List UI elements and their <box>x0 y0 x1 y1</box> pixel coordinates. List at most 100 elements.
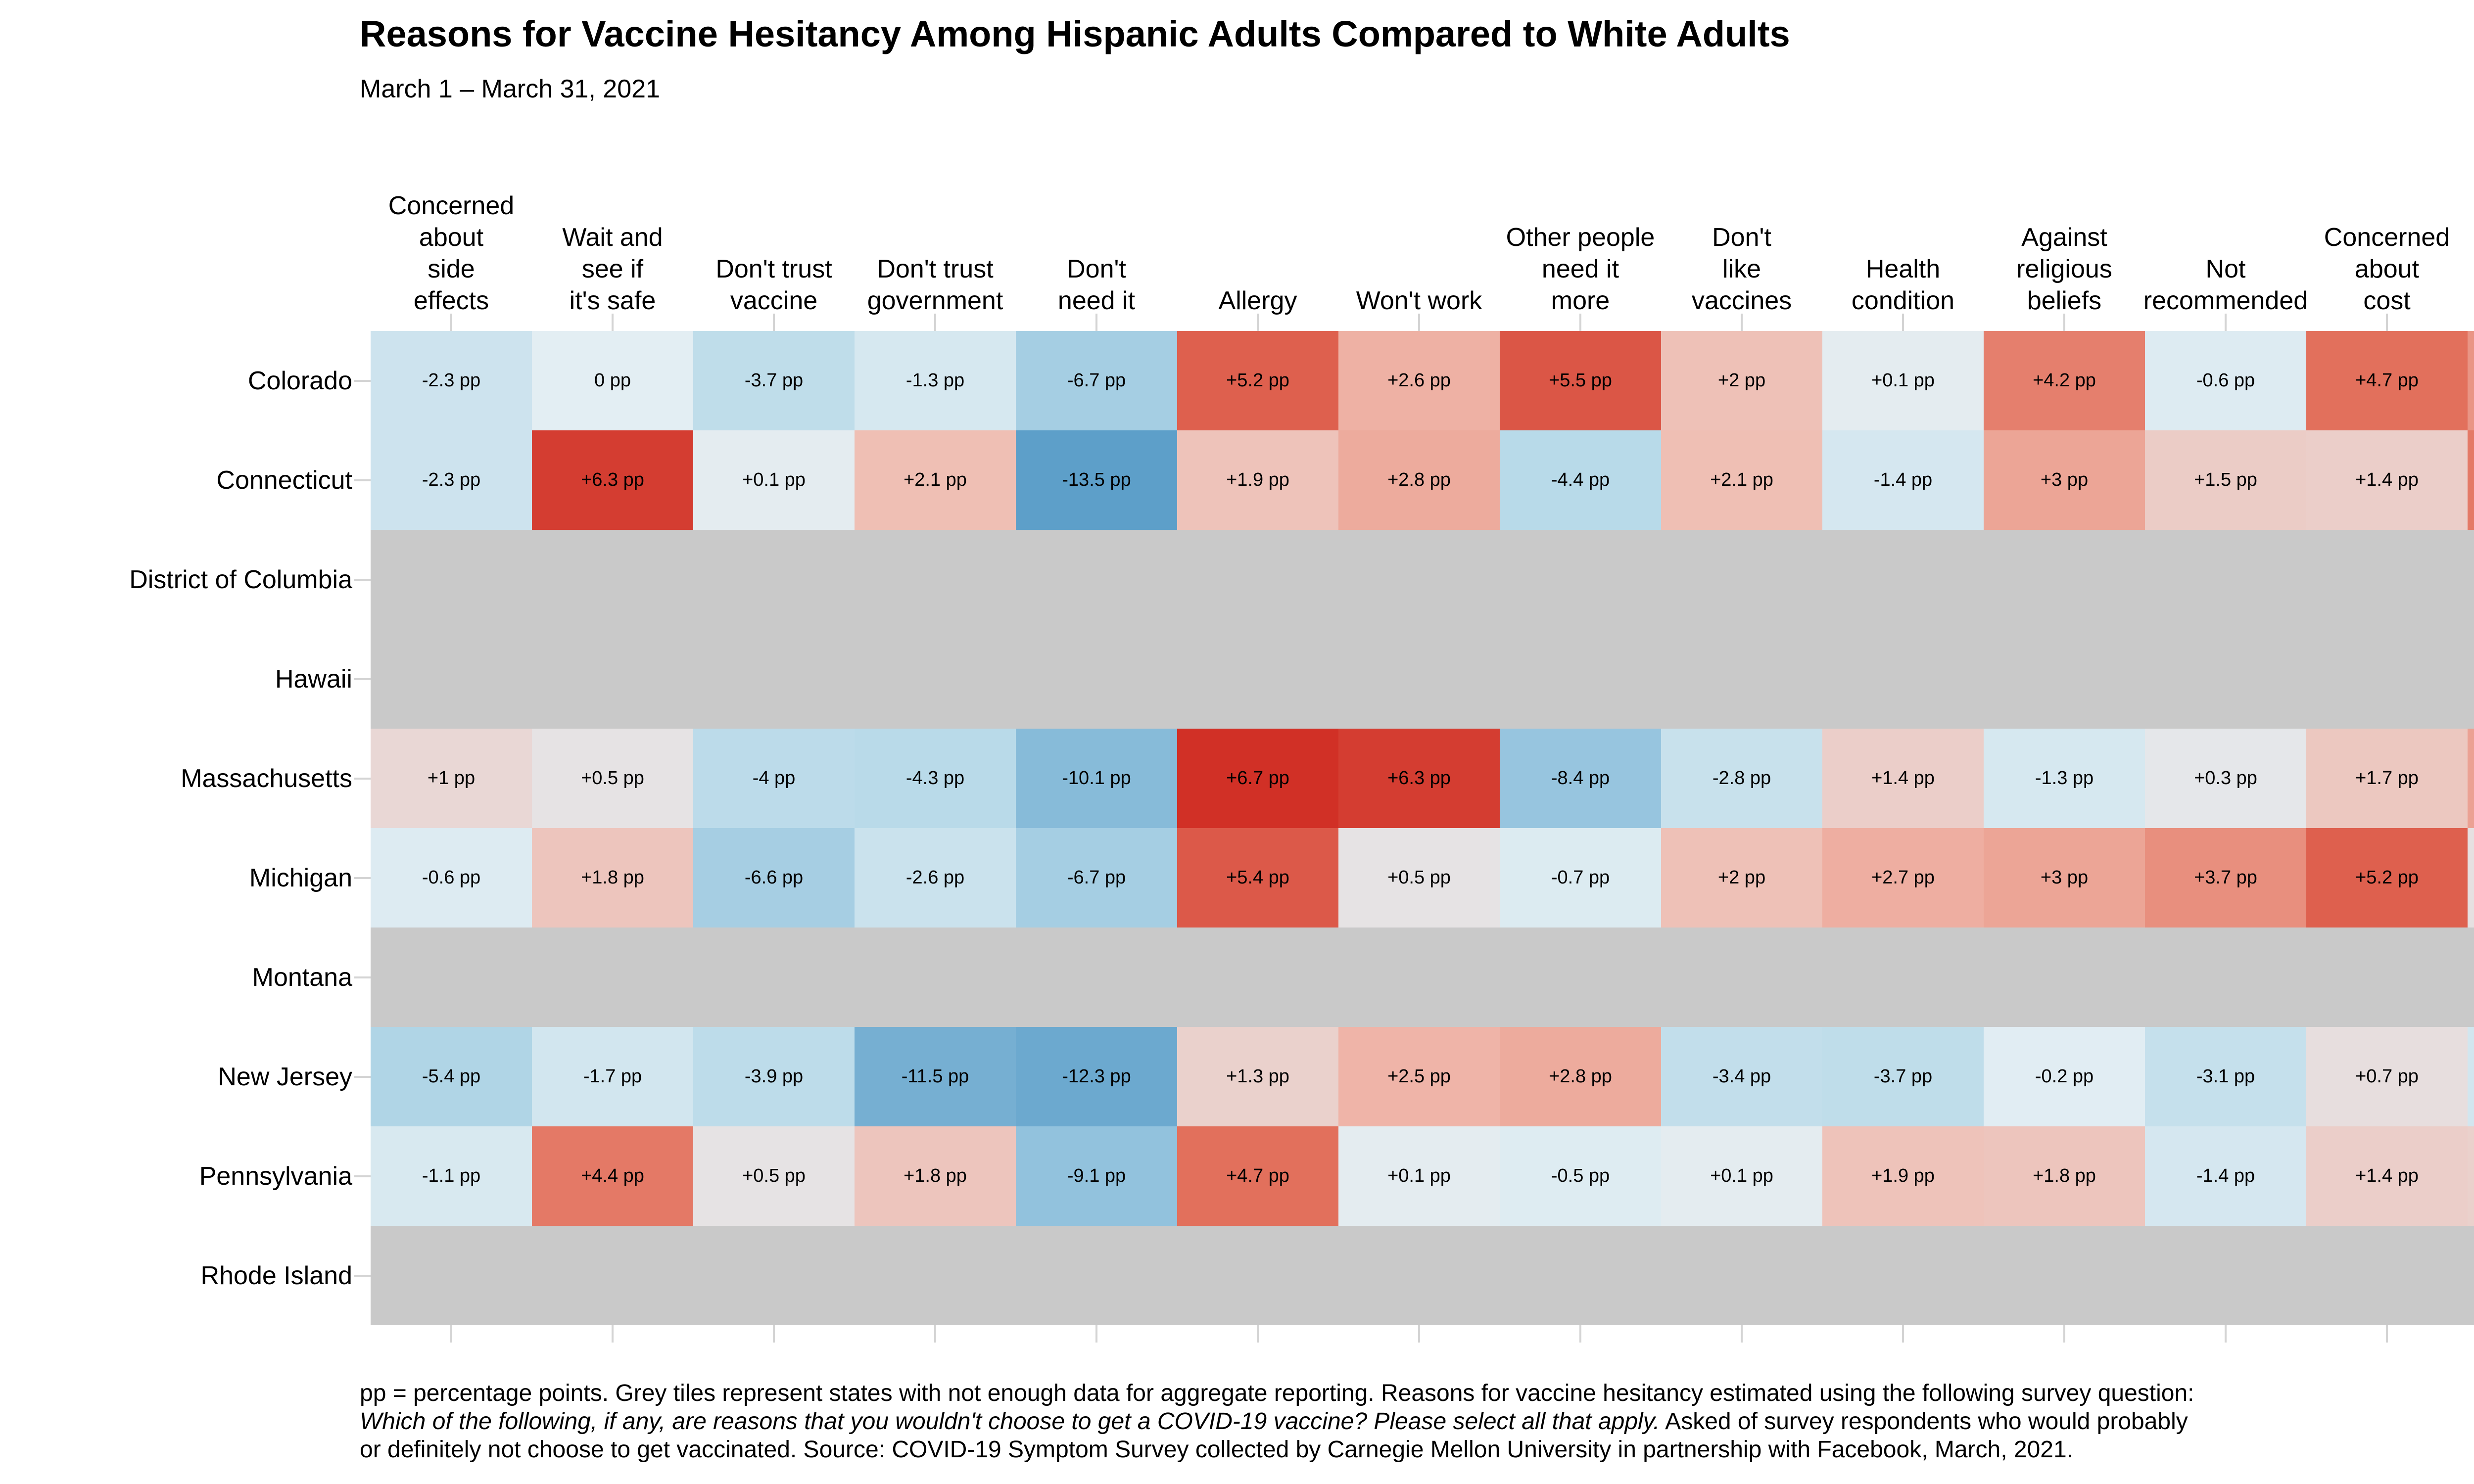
heatmap-cell <box>1822 928 1984 1027</box>
cell-value: +0.7 pp <box>2355 1066 2419 1087</box>
heatmap-cell: +2.1 pp <box>1661 430 1822 530</box>
heatmap-cell: -12.3 pp <box>1016 1027 1177 1126</box>
column-tick-bottom <box>450 1325 452 1343</box>
row-tick-left <box>354 1175 371 1177</box>
heatmap-cell: +2 pp <box>1661 331 1822 430</box>
cell-value: +1.8 pp <box>904 1165 967 1186</box>
heatmap-cell: -0.6 pp <box>371 828 532 928</box>
page-title: Reasons for Vaccine Hesitancy Among Hisp… <box>360 13 1790 54</box>
heatmap-cell: -11.5 pp <box>855 1027 1016 1126</box>
heatmap-cell: -0.2 pp <box>1984 1027 2145 1126</box>
column-header-line: cost <box>2363 286 2411 315</box>
cell-value: -6.7 pp <box>1067 867 1126 888</box>
cell-value: +6.3 pp <box>581 469 644 490</box>
heatmap-cell <box>2306 1226 2468 1325</box>
column-header-line: vaccine <box>730 286 818 315</box>
heatmap-cell <box>855 928 1016 1027</box>
heatmap-cell <box>1177 1226 1338 1325</box>
heatmap-cell: +1 pp <box>371 729 532 828</box>
cell-value: -0.7 pp <box>1551 867 1610 888</box>
heatmap-cell: -2.8 pp <box>1661 729 1822 828</box>
column-tick-bottom <box>1257 1325 1259 1343</box>
cell-value: -3.1 pp <box>2196 1066 2255 1087</box>
cell-value: +1.4 pp <box>1871 768 1935 788</box>
heatmap-cell <box>1016 1226 1177 1325</box>
heatmap-cell <box>693 530 855 629</box>
heatmap-cell: -4.3 pp <box>855 729 1016 828</box>
column-tick-bottom <box>773 1325 775 1343</box>
heatmap-cell: +1.8 pp <box>855 1126 1016 1226</box>
cell-value: -5.4 pp <box>422 1066 481 1087</box>
column-header-line: Against <box>2021 223 2107 252</box>
cell-value: +3 pp <box>2040 867 2089 888</box>
heatmap-cell: +0.1 pp <box>1338 1126 1500 1226</box>
heatmap-cell: +2 pp <box>1661 828 1822 928</box>
cell-value: +5.2 pp <box>1226 370 1289 391</box>
heatmap-cell <box>2306 928 2468 1027</box>
heatmap-cell <box>2145 928 2306 1027</box>
cell-value: -1.4 pp <box>2196 1165 2255 1186</box>
cell-value: +0.1 pp <box>1710 1165 1773 1186</box>
heatmap-cell: -13.5 pp <box>1016 430 1177 530</box>
column-header-line: Don't <box>1712 223 1771 252</box>
heatmap-cell <box>1016 928 1177 1027</box>
cell-value: -4.4 pp <box>1551 469 1610 490</box>
column-header-line: Pregnancy <box>2350 285 2474 317</box>
cell-value: -0.6 pp <box>422 867 481 888</box>
heatmap-cell <box>1500 629 1661 729</box>
heatmap-cell: +3.5 pp <box>2468 331 2474 430</box>
heatmap-cell <box>1661 530 1822 629</box>
column-header-9: Don't like vaccines <box>1544 222 1940 317</box>
heatmap-cell: +1.3 pp <box>2468 1126 2474 1226</box>
cell-value: 0 pp <box>594 370 631 391</box>
row-label-montana: Montana <box>252 963 352 992</box>
cell-value: +1.4 pp <box>2355 1165 2419 1186</box>
cell-value: +4.7 pp <box>2355 370 2419 391</box>
heatmap-cell: +5.5 pp <box>1500 331 1661 430</box>
heatmap-cell: -8.4 pp <box>1500 729 1661 828</box>
heatmap-cell: +2.5 pp <box>1338 1027 1500 1126</box>
heatmap-cell: +3 pp <box>1984 430 2145 530</box>
heatmap-cell: +1.5 pp <box>2145 430 2306 530</box>
cell-value: -2.3 pp <box>422 370 481 391</box>
cell-value: +0.1 pp <box>1871 370 1935 391</box>
column-header-line: need it <box>1057 286 1136 315</box>
cell-value: +2.6 pp <box>1387 370 1451 391</box>
heatmap-cell: +6.3 pp <box>532 430 693 530</box>
heatmap-cell <box>1984 928 2145 1027</box>
column-tick-bottom <box>1902 1325 1904 1343</box>
column-header-line: Other people <box>1506 223 1655 252</box>
column-tick-bottom <box>2386 1325 2388 1343</box>
heatmap-cell: -10.1 pp <box>1016 729 1177 828</box>
heatmap-cell <box>1661 928 1822 1027</box>
cell-value: +0.3 pp <box>2194 768 2257 788</box>
column-header-line: recommended <box>2143 286 2308 315</box>
column-header-13: Concerned about cost <box>2189 222 2474 317</box>
column-header-14: Pregnancy <box>2350 285 2474 317</box>
column-header-3: Don't trust vaccine <box>576 253 972 317</box>
cell-value: -13.5 pp <box>1062 469 1131 490</box>
column-tick-top <box>773 314 775 331</box>
heatmap-cell <box>693 1226 855 1325</box>
cell-value: +2 pp <box>1717 867 1766 888</box>
cell-value: +4.7 pp <box>1226 1165 1289 1186</box>
cell-value: -1.3 pp <box>2035 768 2094 788</box>
cell-value: -9.1 pp <box>1067 1165 1126 1186</box>
heatmap-cell: +6.7 pp <box>1177 729 1338 828</box>
cell-value: -4 pp <box>752 768 796 788</box>
cell-value: +1 pp <box>427 768 476 788</box>
cell-value: +1.8 pp <box>2033 1165 2096 1186</box>
column-tick-bottom <box>2225 1325 2227 1343</box>
heatmap-cell: -0.6 pp <box>2145 331 2306 430</box>
cell-value: -3.7 pp <box>1873 1066 1933 1087</box>
heatmap-cell: -1.4 pp <box>1822 430 1984 530</box>
heatmap-cell: +5.2 pp <box>1177 331 1338 430</box>
row-tick-left <box>354 678 371 680</box>
heatmap-cell: +1.8 pp <box>532 828 693 928</box>
heatmap-cell <box>1338 629 1500 729</box>
column-header-11: Against religious beliefs <box>1866 222 2262 317</box>
column-header-line: it's safe <box>569 286 656 315</box>
column-tick-bottom <box>2063 1325 2065 1343</box>
column-header-line: condition <box>1851 286 1955 315</box>
